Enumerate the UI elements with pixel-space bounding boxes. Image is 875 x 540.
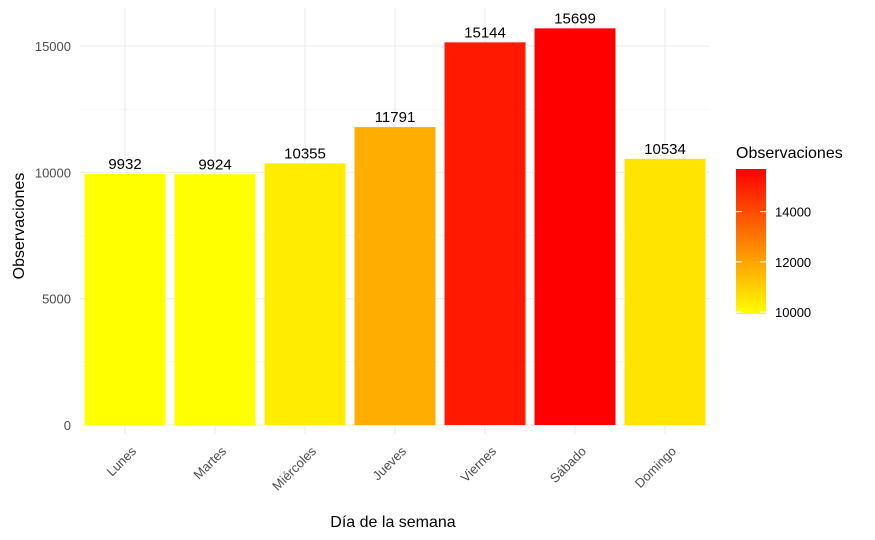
legend: Observaciones 10000 12000 14000 [736,145,843,320]
x-axis-ticks: Lunes Martes Miércoles Jueves Viernes Sábado D… [103,443,679,493]
bars [84,28,706,426]
x-tick-label: Lunes [103,443,139,479]
y-axis-ticks: 0 5000 10000 15000 [35,39,71,433]
x-tick-label: Miércoles [269,443,319,493]
bar-value-label: 9932 [108,156,141,173]
y-tick-label: 5000 [42,292,71,307]
bar-value-label: 10534 [644,141,686,158]
bar-miércoles [264,163,346,426]
bar-value-label: 11791 [375,109,416,126]
x-axis-title: Día de la semana [330,514,456,531]
bar-martes [174,174,256,425]
x-tick-label: Martes [190,443,229,482]
x-tick-label: Sábado [547,444,589,486]
y-tick-label: 0 [64,418,71,433]
bar-sábado [534,28,616,426]
legend-tick-label: 10000 [775,305,811,320]
x-tick-label: Domingo [632,444,679,491]
legend-tick-label: 14000 [775,205,811,220]
x-tick-label: Jueves [369,443,409,483]
bar-value-label: 15144 [464,24,506,41]
bar-viernes [444,42,526,425]
bar-value-label: 9924 [198,156,231,173]
bar-lunes [84,174,166,425]
bar-domingo [624,158,706,425]
legend-tick-label: 12000 [775,255,811,270]
y-tick-label: 15000 [35,39,71,54]
bar-value-labels: 9932 9924 10355 11791 15144 15699 10534 [108,10,686,173]
bar-value-label: 15699 [554,10,596,27]
y-axis-title: Observaciones [11,173,28,280]
bar-value-label: 10355 [284,145,326,162]
x-tick-label: Viernes [458,443,500,485]
y-tick-label: 10000 [35,165,71,180]
bar-jueves [354,127,436,425]
legend-ticks: 10000 12000 14000 [736,205,811,320]
legend-colorbar [736,169,766,314]
legend-title: Observaciones [736,145,843,162]
